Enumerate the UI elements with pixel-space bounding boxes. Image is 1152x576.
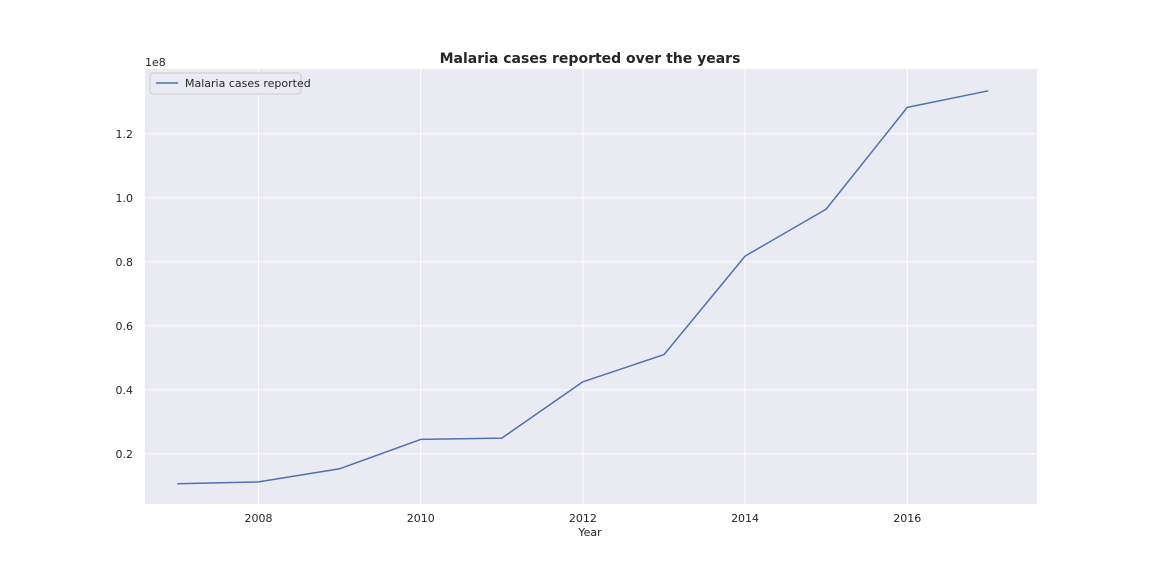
x-tick-label: 2014 <box>731 512 759 525</box>
legend-label-malaria-cases: Malaria cases reported <box>185 77 311 90</box>
series-layer <box>177 90 989 485</box>
y-tick-label: 0.8 <box>116 256 134 269</box>
legend: Malaria cases reported <box>149 72 311 95</box>
series-line-malaria-cases <box>177 90 989 485</box>
y-axis-scale-note: 1e8 <box>145 56 166 69</box>
y-tick-label: 0.2 <box>116 448 134 461</box>
x-tick-label: 2010 <box>407 512 435 525</box>
x-tick-label: 2012 <box>569 512 597 525</box>
x-tick-label: 2008 <box>245 512 273 525</box>
y-axis: 0.2 0.4 0.6 0.8 1.0 1.2 <box>116 128 134 461</box>
x-tick-label: 2016 <box>893 512 921 525</box>
y-tick-label: 1.0 <box>116 192 134 205</box>
x-axis: 2008 2010 2012 2014 2016 <box>245 512 922 525</box>
y-tick-label: 0.6 <box>116 320 134 333</box>
y-tick-label: 1.2 <box>116 128 134 141</box>
chart-title: Malaria cases reported over the years <box>440 51 741 67</box>
gridlines <box>145 69 1037 504</box>
x-axis-label: Year <box>577 526 602 539</box>
y-tick-label: 0.4 <box>116 384 134 397</box>
plot-area <box>145 69 1037 504</box>
legend-box <box>149 72 302 95</box>
